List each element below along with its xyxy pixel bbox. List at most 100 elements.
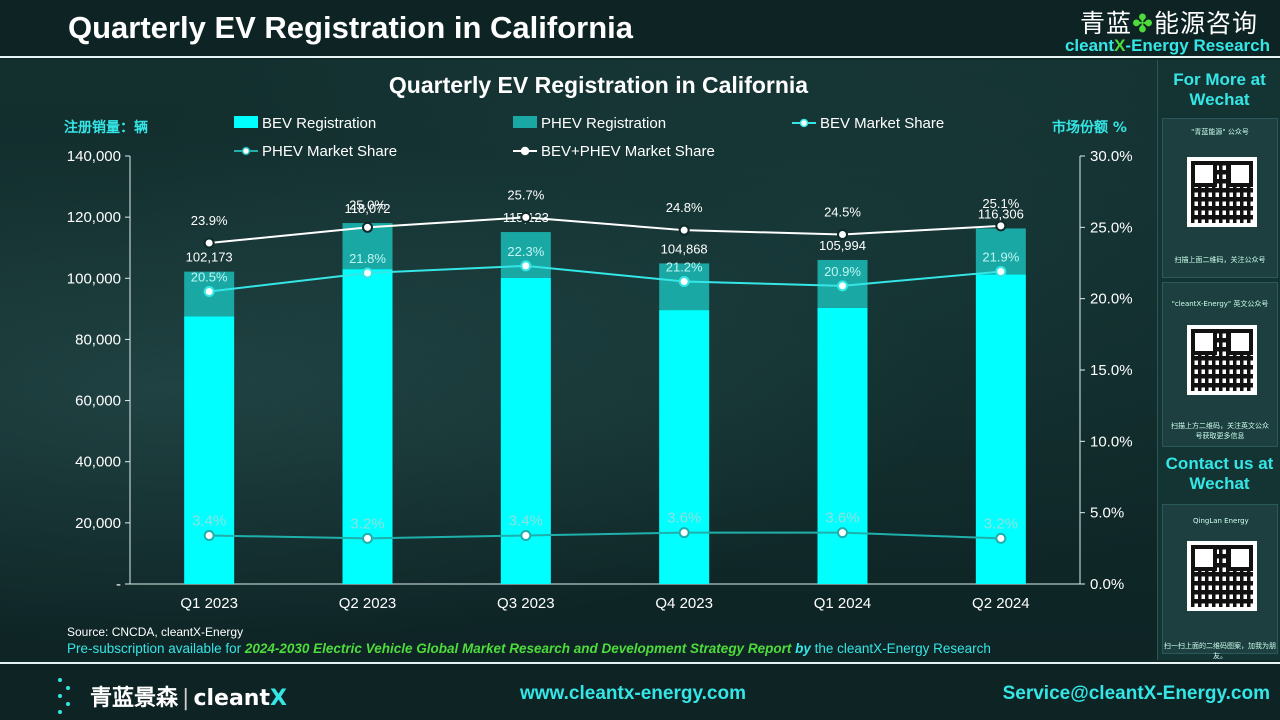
y-tick-label: 60,000 <box>75 393 121 410</box>
logo-cn-part2: 能源咨询 <box>1153 9 1258 38</box>
y2-tick-label: 30.0% <box>1090 148 1133 165</box>
footer-logo: 青蓝景森 | cleantX <box>90 680 287 712</box>
qr-code-icon[interactable] <box>1187 157 1257 227</box>
qr2-caption-bottom: 扫描上方二维码，关注英文公众号获取更多信息 <box>1171 422 1269 440</box>
sidebar: For More at Wechat "青蓝能源" 公众号 扫描上面二维码，关注… <box>1157 60 1280 660</box>
line-data-label: 24.5% <box>824 204 861 219</box>
line-data-label: 20.9% <box>824 264 861 279</box>
header-bar: Quarterly EV Registration in California … <box>0 0 1280 58</box>
footer-logo-en: cleant <box>193 686 270 711</box>
point-bev-phev-market-share <box>995 220 1007 232</box>
presub-text-a: Pre-subscription available for <box>67 641 245 656</box>
footer-bar: 青蓝景森 | cleantX www.cleantx-energy.com Serv… <box>0 662 1280 720</box>
logo-en-x: X <box>1114 36 1126 55</box>
line-data-label: 23.9% <box>191 213 228 228</box>
qr-card-en: "cleantX-Energy" 英文公众号 扫描上方二维码，关注英文公众号获取… <box>1162 282 1278 447</box>
footer-logo-sep: | <box>182 686 190 711</box>
y2-tick-label: 15.0% <box>1090 362 1133 379</box>
line-data-label: 21.9% <box>982 250 1019 265</box>
left-axis-title: 注册销量：辆 <box>64 120 148 136</box>
point-bev-market-share <box>362 267 373 279</box>
footer-logo-x: X <box>269 686 287 711</box>
point-bev-phev-market-share <box>678 224 690 236</box>
presubscription-note: Pre-subscription available for 2024-2030… <box>67 641 991 656</box>
x-tick-label: Q1 2023 <box>180 595 238 612</box>
chart-canvas: - 20,000 40,000 60,000 80,000 100,000 120,000 1… <box>67 115 1133 612</box>
y2-tick-label: 25.0% <box>1090 219 1133 236</box>
legend-bev-market-share-label: BEV Market Share <box>820 115 944 132</box>
line-data-label: 25.0% <box>349 197 386 212</box>
bar-bev-registration <box>817 307 868 584</box>
point-phev-market-share <box>362 532 373 544</box>
brand-logo-en: cleantX-Energy Research <box>1065 36 1270 56</box>
point-bev-phev-market-share <box>837 228 848 240</box>
presub-by: by <box>791 641 811 656</box>
legend-phev-registration-label: PHEV Registration <box>541 115 666 132</box>
y2-tick-label: 10.0% <box>1090 433 1133 450</box>
legend-bev-phev-market-share-marker <box>520 146 530 156</box>
point-bev-phev-market-share <box>520 211 532 223</box>
point-bev-market-share <box>678 276 690 288</box>
qr1-caption-top: "青蓝能源" 公众号 <box>1191 128 1249 136</box>
line-data-label: 21.2% <box>666 260 703 275</box>
qr-code-icon[interactable] <box>1187 541 1257 611</box>
point-phev-market-share <box>995 532 1007 544</box>
source-note: Source: CNCDA, cleantX-Energy <box>67 625 244 639</box>
bar-bev-registration <box>975 274 1026 584</box>
legend-phev-market-share-marker <box>241 146 251 156</box>
point-bev-phev-market-share <box>203 237 215 249</box>
legend-bev-registration-label: BEV Registration <box>262 115 376 132</box>
line-data-label: 21.8% <box>349 251 386 266</box>
x-tick-label: Q3 2023 <box>497 595 555 612</box>
point-bev-market-share <box>995 266 1007 278</box>
y-tick-label: 100,000 <box>67 270 121 287</box>
legend-bev-registration-swatch <box>234 116 258 128</box>
legend-bev-market-share-marker <box>799 118 809 128</box>
line-data-label: 3.4% <box>192 512 226 529</box>
point-phev-market-share <box>203 529 215 541</box>
qr3-caption-bottom: 扫一扫上面的二维码图案，加我为朋友。 <box>1164 642 1276 660</box>
report-title-link[interactable]: 2024-2030 Electric Vehicle Global Market… <box>244 641 792 656</box>
more-at-wechat-title: For More at Wechat <box>1173 70 1266 109</box>
point-bev-market-share <box>837 280 848 292</box>
total-data-label: 116,306 <box>978 206 1024 221</box>
x-tick-label: Q4 2023 <box>655 595 713 612</box>
qr-card-contact: QingLan Energy 扫一扫上面的二维码图案，加我为朋友。 <box>1162 504 1278 660</box>
legend-phev-market-share-label: PHEV Market Share <box>262 143 397 160</box>
point-bev-market-share <box>520 260 532 272</box>
line-data-label: 25.1% <box>982 196 1019 211</box>
y-tick-label: 120,000 <box>67 209 121 226</box>
website-link[interactable]: www.cleantx-energy.com <box>520 683 746 704</box>
line-data-label: 3.6% <box>667 510 701 527</box>
logo-cn-part1: 青蓝 <box>1080 9 1133 38</box>
line-data-label: 22.3% <box>507 244 544 259</box>
point-phev-market-share <box>678 527 690 539</box>
contact-wechat-title: Contact us at Wechat <box>1165 454 1274 493</box>
y-tick-label: 40,000 <box>75 454 121 471</box>
point-bev-market-share <box>203 286 215 298</box>
line-data-label: 25.7% <box>507 187 544 202</box>
qr-card-cn: "青蓝能源" 公众号 扫描上面二维码，关注公众号 <box>1162 118 1278 278</box>
legend-bev-phev-market-share-label: BEV+PHEV Market Share <box>541 143 715 160</box>
y-tick-label: - <box>116 576 121 593</box>
line-data-label: 24.8% <box>666 200 703 215</box>
point-bev-phev-market-share <box>362 221 373 233</box>
footer-logo-cn: 青蓝景森 <box>90 686 179 711</box>
page-title: Quarterly EV Registration in California <box>68 10 634 45</box>
y-tick-label: 140,000 <box>67 148 121 165</box>
y2-tick-label: 0.0% <box>1090 576 1124 593</box>
line-bev-phev-market-share <box>209 216 1001 245</box>
qr2-caption-top: "cleantX-Energy" 英文公众号 <box>1171 300 1269 308</box>
chart-title: Quarterly EV Registration in California <box>388 72 809 98</box>
qr-code-icon[interactable] <box>1187 325 1257 395</box>
y2-tick-label: 5.0% <box>1090 505 1124 522</box>
right-axis-title: 市场份额 % <box>1052 120 1127 136</box>
email-link[interactable]: Service@cleantX-Energy.com <box>1002 683 1270 704</box>
line-data-label: 3.6% <box>825 510 859 527</box>
point-phev-market-share <box>520 529 532 541</box>
line-data-label: 3.4% <box>509 512 543 529</box>
x-tick-label: Q1 2024 <box>814 595 872 612</box>
y-tick-label: 20,000 <box>75 515 121 532</box>
total-data-label: 104,868 <box>661 241 708 256</box>
dots-decoration <box>58 676 72 716</box>
